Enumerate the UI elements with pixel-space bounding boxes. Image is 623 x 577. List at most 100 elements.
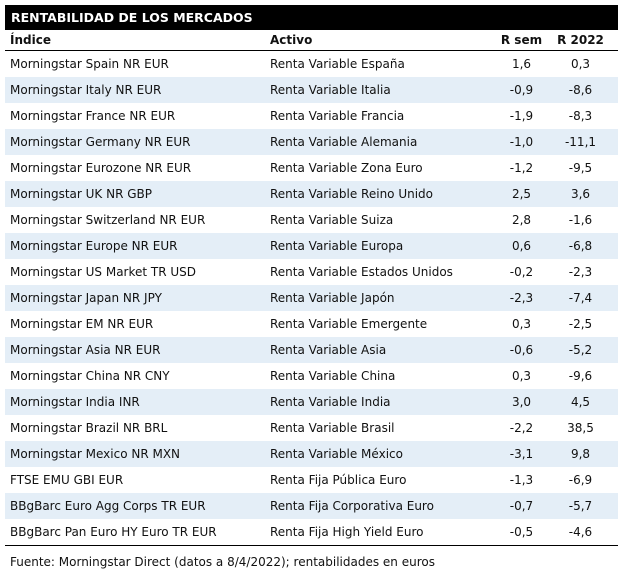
table-cell: Morningstar China NR CNY [10, 369, 170, 383]
table-row: Morningstar US Market TR USD Renta Variab… [5, 259, 618, 285]
table-cell: Renta Fija Corporativa Euro [270, 499, 434, 513]
table-cell: Morningstar India INR [10, 395, 140, 409]
table-cell: Renta Fija Pública Euro [270, 473, 407, 487]
table-cell: -0,9 [509, 83, 534, 97]
table-cell: Renta Variable Alemania [270, 135, 418, 149]
table-cell: Morningstar EM NR EUR [10, 317, 154, 331]
table-cell: Renta Variable Zona Euro [270, 161, 423, 175]
table-cell: -0,5 [509, 525, 534, 539]
table-cell: -0,6 [509, 343, 534, 357]
table-cell: 3,6 [570, 187, 591, 201]
table-row: Morningstar Japan NR JPY Renta Variable J… [5, 285, 618, 311]
table-cell: -5,2 [568, 343, 593, 357]
table-cell: 1,6 [511, 57, 532, 71]
table-cell: Renta Variable Italia [270, 83, 391, 97]
table: Índice Activo R sem R 2022 Morningstar Spai… [5, 30, 618, 546]
table-title: RENTABILIDAD DE LOS MERCADOS [5, 5, 618, 30]
table-cell: BBgBarc Euro Agg Corps TR EUR [10, 499, 206, 513]
table-cell: -11,1 [564, 135, 597, 149]
table-row: BBgBarc Euro Agg Corps TR EUR Renta Fija … [5, 493, 618, 519]
table-cell: Renta Variable México [270, 447, 403, 461]
table-cell: 2,5 [511, 187, 532, 201]
column-header: R 2022 [557, 33, 604, 47]
table-cell: 2,8 [511, 213, 532, 227]
table-cell: -9,6 [568, 369, 593, 383]
table-cell: -2,2 [509, 421, 534, 435]
column-header: Índice [10, 33, 51, 47]
table-cell: 4,5 [570, 395, 591, 409]
table-cell: Renta Variable Reino Unido [270, 187, 434, 201]
table-cell: 3,0 [511, 395, 532, 409]
table-cell: Morningstar Italy NR EUR [10, 83, 162, 97]
table-cell: -1,0 [509, 135, 534, 149]
table-body: Morningstar Spain NR EUR Renta Variable E… [5, 51, 618, 546]
table-cell: Morningstar Brazil NR BRL [10, 421, 168, 435]
column-header: R sem [500, 33, 543, 47]
table-cell: Renta Variable Asia [270, 343, 387, 357]
table-cell: -2,5 [568, 317, 593, 331]
table-row: Morningstar India INR Renta Variable Indi… [5, 389, 618, 415]
table-cell: Morningstar Mexico NR MXN [10, 447, 181, 461]
table-cell: -7,4 [568, 291, 593, 305]
table-cell: -1,2 [509, 161, 534, 175]
table-row: Morningstar Eurozone NR EUR Renta Variabl… [5, 155, 618, 181]
table-cell: -6,8 [568, 239, 593, 253]
table-cell: Morningstar Japan NR JPY [10, 291, 162, 305]
table-row: Morningstar Europe NR EUR Renta Variable … [5, 233, 618, 259]
table-cell: Renta Variable España [270, 57, 405, 71]
footnote: Fuente: Morningstar Direct (datos a 8/4/… [10, 555, 435, 569]
table-cell: 0,3 [511, 369, 532, 383]
table-row: Morningstar Brazil NR BRL Renta Variable … [5, 415, 618, 441]
table-cell: -9,5 [568, 161, 593, 175]
column-header: Activo [270, 33, 313, 47]
table-cell: -4,6 [568, 525, 593, 539]
table-cell: Morningstar US Market TR USD [10, 265, 197, 279]
table-cell: Renta Variable Europa [270, 239, 404, 253]
table-row: Morningstar Mexico NR MXN Renta Variable … [5, 441, 618, 467]
table-cell: Morningstar Spain NR EUR [10, 57, 169, 71]
table-cell: Renta Variable Japón [270, 291, 395, 305]
table-row: Morningstar Spain NR EUR Renta Variable E… [5, 51, 618, 77]
table-cell: Morningstar France NR EUR [10, 109, 176, 123]
table-row: Morningstar Asia NR EUR Renta Variable As… [5, 337, 618, 363]
table-cell: -8,3 [568, 109, 593, 123]
table-cell: Morningstar Asia NR EUR [10, 343, 161, 357]
table-cell: -5,7 [568, 499, 593, 513]
table-row: Morningstar Germany NR EUR Renta Variable… [5, 129, 618, 155]
table-cell: Morningstar Switzerland NR EUR [10, 213, 206, 227]
table-row: Morningstar UK NR GBP Renta Variable Rein… [5, 181, 618, 207]
table-cell: Morningstar UK NR GBP [10, 187, 153, 201]
table-row: Morningstar Italy NR EUR Renta Variable I… [5, 77, 618, 103]
table-cell: -0,7 [509, 499, 534, 513]
table-cell: 0,6 [511, 239, 532, 253]
table-cell: 9,8 [570, 447, 591, 461]
table-cell: Morningstar Germany NR EUR [10, 135, 191, 149]
table-cell: FTSE EMU GBI EUR [10, 473, 124, 487]
table-cell: Renta Variable Emergente [270, 317, 428, 331]
table-row: Morningstar China NR CNY Renta Variable C… [5, 363, 618, 389]
table-cell: BBgBarc Pan Euro HY Euro TR EUR [10, 525, 217, 539]
table-cell: 0,3 [570, 57, 591, 71]
table-cell: Renta Variable Estados Unidos [270, 265, 453, 279]
table-cell: -0,2 [509, 265, 534, 279]
table-row: BBgBarc Pan Euro HY Euro TR EUR Renta Fij… [5, 519, 618, 545]
table-cell: Morningstar Eurozone NR EUR [10, 161, 192, 175]
table-row: Morningstar France NR EUR Renta Variable … [5, 103, 618, 129]
table-cell: Morningstar Europe NR EUR [10, 239, 178, 253]
table-row: Morningstar Switzerland NR EUR Renta Vari… [5, 207, 618, 233]
table-cell: -8,6 [568, 83, 593, 97]
table-cell: -2,3 [568, 265, 593, 279]
table-cell: -3,1 [509, 447, 534, 461]
table-row: Morningstar EM NR EUR Renta Variable Emer… [5, 311, 618, 337]
table-cell: Renta Variable Brasil [270, 421, 395, 435]
table-cell: Renta Fija High Yield Euro [270, 525, 424, 539]
table-cell: 38,5 [567, 421, 594, 435]
table-cell: -6,9 [568, 473, 593, 487]
table-cell: -1,9 [509, 109, 534, 123]
table-cell: -2,3 [509, 291, 534, 305]
table-cell: Renta Variable Francia [270, 109, 405, 123]
table-cell: Renta Variable China [270, 369, 396, 383]
table-cell: -1,3 [509, 473, 534, 487]
table-cell: Renta Variable India [270, 395, 391, 409]
